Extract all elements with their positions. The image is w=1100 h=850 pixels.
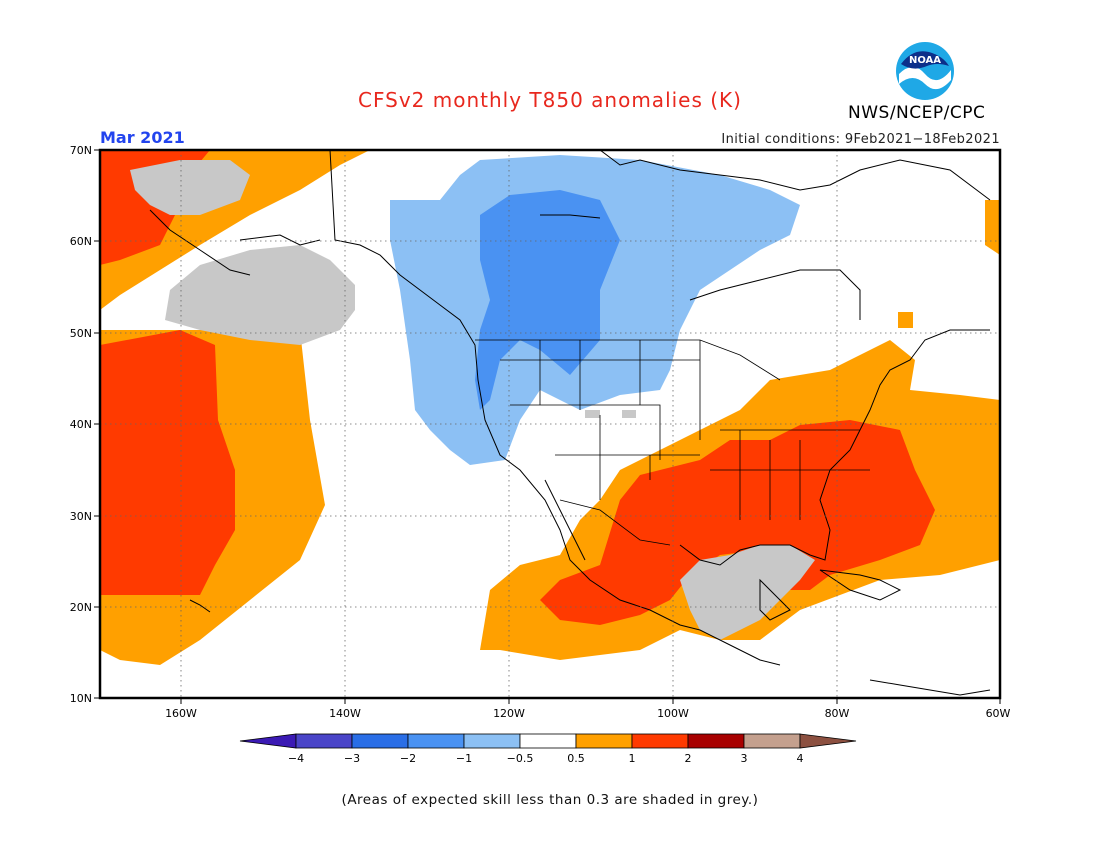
lon-label: 60W bbox=[986, 707, 1011, 720]
low-skill-grey bbox=[130, 160, 815, 640]
axis-ticks bbox=[94, 149, 1001, 704]
lat-label: 30N bbox=[70, 510, 92, 523]
lat-label: 10N bbox=[70, 692, 92, 705]
legend-swatch bbox=[575, 733, 633, 749]
legend-tick-label: 4 bbox=[797, 752, 804, 765]
lon-label: 80W bbox=[825, 707, 850, 720]
legend-tick-label: 3 bbox=[741, 752, 748, 765]
lat-label: 20N bbox=[70, 601, 92, 614]
lat-label: 60N bbox=[70, 235, 92, 248]
lat-label: 40N bbox=[70, 418, 92, 431]
legend-swatch bbox=[295, 733, 353, 749]
latitude-labels: 70N 60N 50N 40N 30N 20N 10N bbox=[70, 144, 92, 705]
coastlines bbox=[149, 150, 991, 696]
legend-swatch bbox=[463, 733, 521, 749]
lat-label: 50N bbox=[70, 327, 92, 340]
legend-tick-label: −4 bbox=[288, 752, 304, 765]
lat-label: 70N bbox=[70, 144, 92, 157]
legend-swatch bbox=[351, 733, 409, 749]
legend-tick-label: −1 bbox=[456, 752, 472, 765]
skill-footnote: (Areas of expected skill less than 0.3 a… bbox=[341, 792, 759, 808]
legend-tick-label: −3 bbox=[344, 752, 360, 765]
agency-label: NWS/NCEP/CPC bbox=[848, 103, 986, 123]
legend-tick-label: 1 bbox=[629, 752, 636, 765]
legend-tick-label: 0.5 bbox=[567, 752, 585, 765]
legend-swatch bbox=[407, 733, 465, 749]
longitude-labels: 160W 140W 120W 100W 80W 60W bbox=[165, 707, 1010, 720]
lon-label: 120W bbox=[493, 707, 525, 720]
lon-label: 160W bbox=[165, 707, 197, 720]
anomaly-negative-moderate bbox=[475, 190, 620, 410]
legend-arrow-max bbox=[799, 733, 857, 749]
initial-conditions: Initial conditions: 9Feb2021−18Feb2021 bbox=[721, 132, 1000, 147]
political-borders bbox=[475, 339, 870, 546]
graticule bbox=[100, 150, 1000, 698]
legend-arrow-min bbox=[239, 733, 297, 749]
legend-tick-label: 2 bbox=[685, 752, 692, 765]
lon-label: 100W bbox=[657, 707, 689, 720]
noaa-logo: NOAA bbox=[896, 42, 954, 100]
legend-tick-label: −0.5 bbox=[507, 752, 534, 765]
legend-swatch bbox=[631, 733, 689, 749]
color-legend: −4 −3 −2 −1 −0.5 0.5 1 2 3 4 bbox=[239, 733, 857, 765]
legend-swatch bbox=[743, 733, 801, 749]
legend-swatch bbox=[519, 733, 577, 749]
lon-label: 140W bbox=[329, 707, 361, 720]
legend-swatch bbox=[687, 733, 745, 749]
legend-tick-label: −2 bbox=[400, 752, 416, 765]
forecast-month: Mar 2021 bbox=[100, 128, 185, 147]
chart-title: CFSv2 monthly T850 anomalies (K) bbox=[358, 88, 742, 112]
noaa-logo-text: NOAA bbox=[909, 55, 941, 66]
